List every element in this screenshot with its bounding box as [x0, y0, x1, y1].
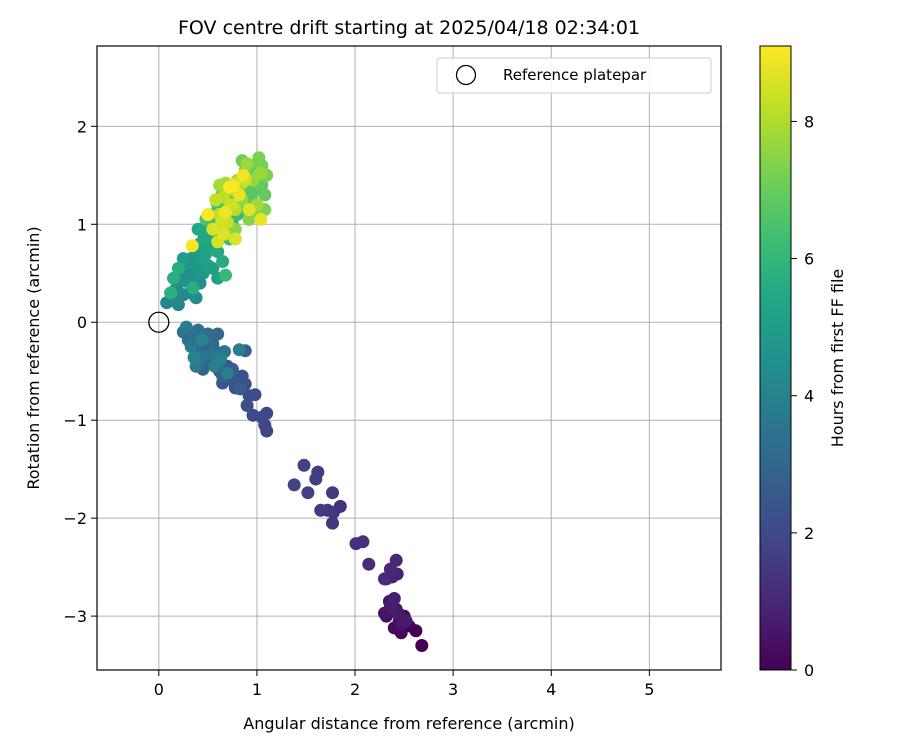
data-point [211, 245, 225, 259]
colorbar-tick-label: 4 [804, 387, 814, 406]
x-tick-label: 5 [644, 680, 654, 699]
legend-marker [455, 64, 477, 86]
x-tick-label: 4 [546, 680, 556, 699]
x-axis-label: Angular distance from reference (arcmin) [243, 714, 574, 733]
data-point [349, 537, 363, 551]
legend: Reference platepar [436, 57, 712, 94]
data-point [171, 261, 185, 275]
data-point [301, 486, 315, 500]
y-axis-ticks: −3 −2 −1 0 1 2 [63, 117, 97, 626]
data-point [187, 351, 201, 364]
y-tick-label: 0 [77, 313, 87, 332]
data-point [383, 562, 397, 576]
data-point [232, 343, 246, 357]
data-point [297, 458, 311, 472]
data-point [287, 478, 301, 492]
data-point [240, 399, 254, 412]
data-point [362, 557, 376, 571]
data-point [326, 516, 339, 530]
x-tick-label: 0 [154, 680, 164, 699]
data-point [167, 271, 180, 285]
colorbar-tick-label: 6 [804, 250, 814, 269]
data-point [219, 206, 232, 219]
data-point [215, 215, 229, 229]
colorbar-tick-label: 2 [804, 524, 814, 543]
data-point [254, 166, 268, 180]
y-tick-label: 1 [77, 215, 87, 234]
legend-box [436, 57, 712, 94]
data-point [191, 222, 205, 236]
y-tick-label: −1 [63, 411, 87, 430]
data-point [164, 286, 178, 300]
data-points [160, 151, 429, 652]
data-point [179, 320, 193, 334]
chart-title: FOV centre drift starting at 2025/04/18 … [178, 17, 640, 39]
data-point [246, 408, 260, 422]
x-axis-ticks: 0 1 2 3 4 5 [154, 670, 654, 699]
data-point [214, 352, 228, 365]
data-point [399, 614, 413, 628]
data-point [415, 639, 429, 652]
data-point [219, 268, 232, 282]
x-tick-label: 3 [448, 680, 458, 699]
data-point [184, 340, 198, 354]
data-point [242, 203, 256, 217]
data-point [378, 572, 391, 586]
data-point [309, 472, 323, 486]
y-tick-label: 2 [77, 117, 87, 136]
data-point [242, 389, 256, 403]
data-point [326, 486, 339, 500]
data-point [216, 255, 230, 268]
colorbar-tick-label: 8 [804, 112, 814, 131]
data-point [314, 503, 328, 517]
data-point [176, 252, 190, 266]
data-point [211, 327, 225, 341]
colorbar: 0 2 4 6 8 Hours from first FF file [759, 45, 847, 680]
plot-frame [96, 45, 722, 671]
data-point [195, 333, 209, 347]
data-point [252, 151, 266, 165]
data-point [254, 212, 268, 226]
x-tick-label: 1 [252, 680, 262, 699]
data-point [235, 369, 249, 383]
data-point [209, 193, 223, 207]
data-point [189, 291, 203, 305]
y-tick-label: −3 [63, 607, 87, 626]
data-point [258, 188, 272, 202]
data-point [233, 382, 247, 396]
data-point [236, 168, 250, 182]
x-tick-label: 2 [350, 680, 360, 699]
data-point [185, 239, 199, 253]
reference-marker-layer [148, 311, 170, 333]
reference-marker [148, 311, 170, 333]
data-point [232, 188, 246, 202]
colorbar-gradient [759, 45, 792, 671]
y-axis-label: Rotation from reference (arcmin) [24, 226, 43, 489]
data-point [242, 212, 256, 226]
data-point [191, 323, 205, 337]
data-point [221, 366, 234, 380]
data-point [223, 180, 236, 194]
data-point [186, 281, 200, 295]
colorbar-tick-label: 0 [804, 661, 814, 680]
data-point [201, 208, 215, 221]
colorbar-ticks: 0 2 4 6 8 [791, 112, 814, 680]
data-point [171, 298, 185, 312]
data-point [217, 227, 231, 241]
data-point [387, 592, 401, 605]
data-point [206, 261, 220, 275]
data-point [206, 222, 220, 236]
data-point [240, 157, 254, 171]
legend-label: Reference platepar [503, 66, 647, 84]
colorbar-label: Hours from first FF file [828, 269, 847, 448]
data-point [228, 232, 242, 246]
data-point [206, 337, 220, 351]
y-tick-label: −2 [63, 509, 87, 528]
